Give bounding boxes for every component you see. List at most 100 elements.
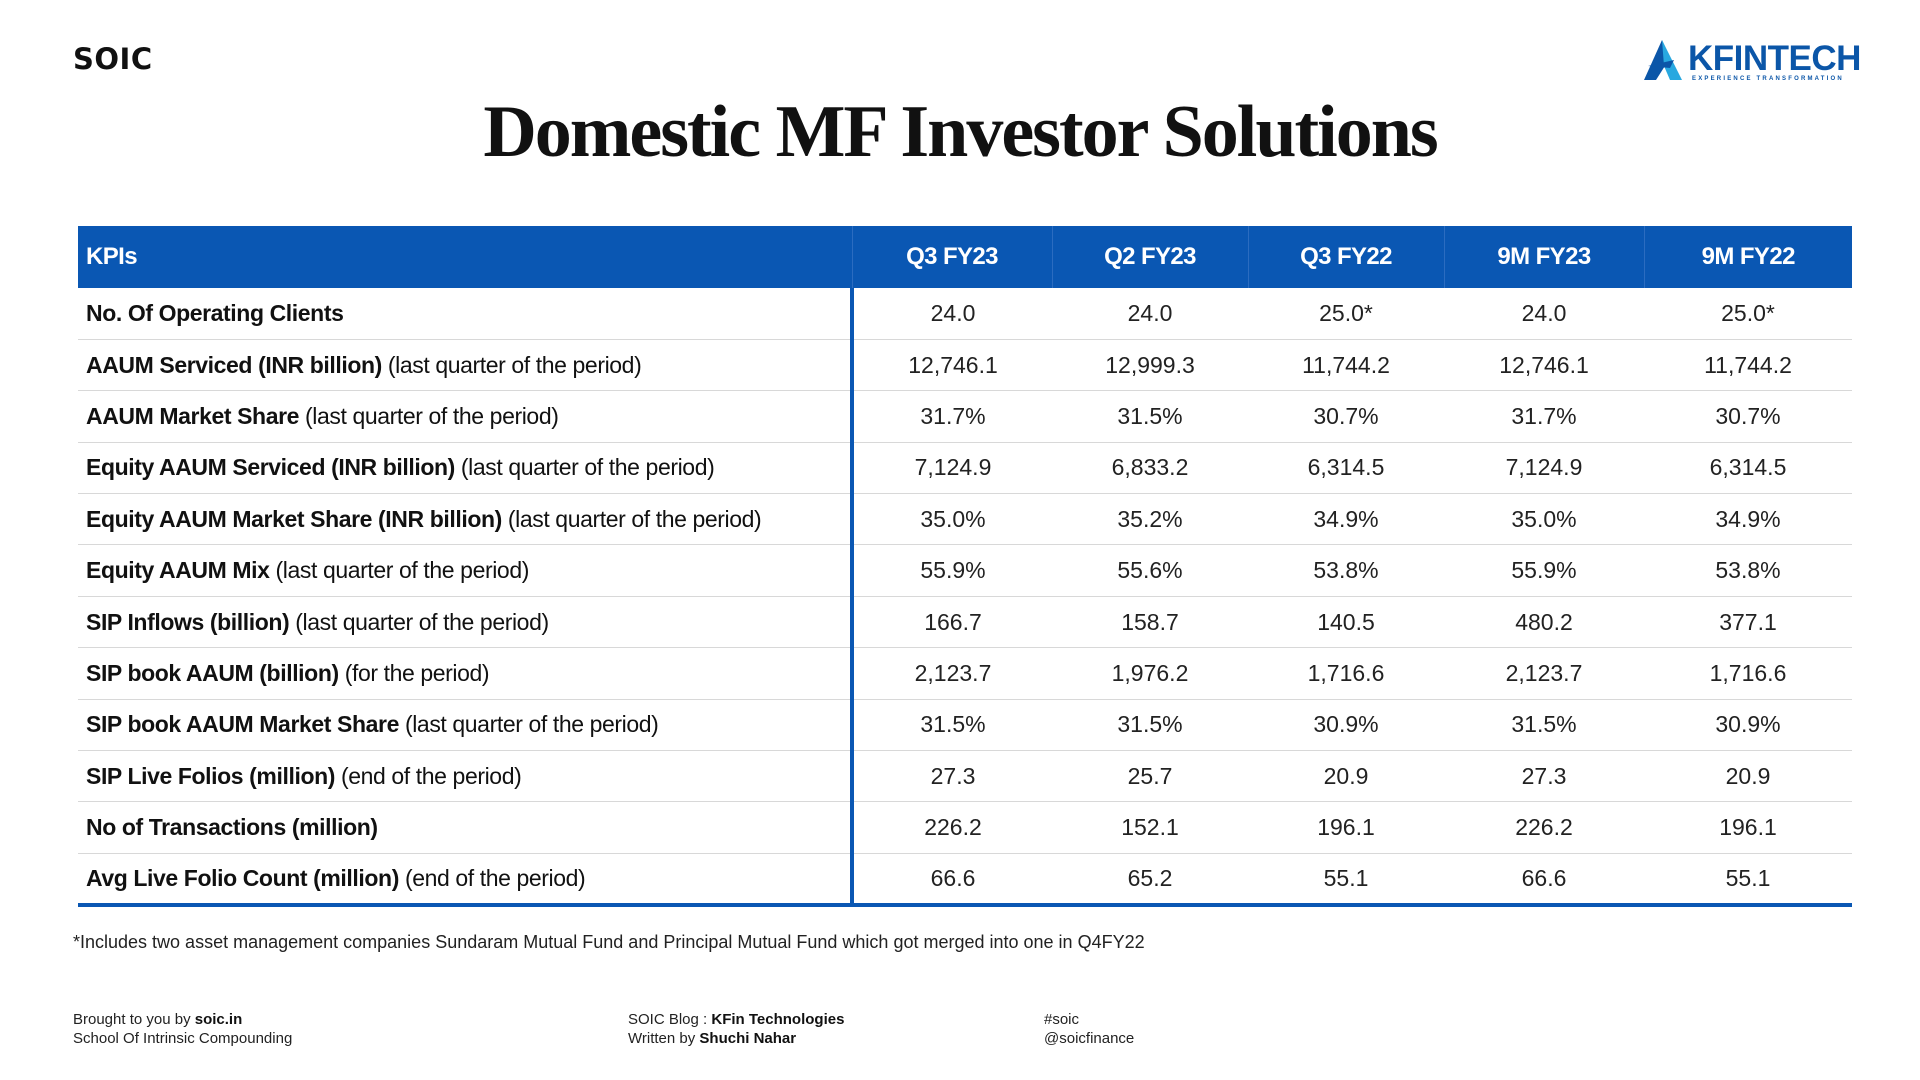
kfintech-logo: KFINTECH EXPERIENCE TRANSFORMATION (1640, 36, 1861, 86)
table-row: SIP Live Folios (million) (end of the pe… (78, 750, 1852, 803)
table-cell: 12,999.3 (1052, 339, 1248, 392)
kfintech-logo-mark-icon (1644, 40, 1682, 80)
table-cell: 27.3 (1444, 750, 1644, 803)
table-cell: 31.5% (852, 699, 1052, 752)
table-cell: 53.8% (1644, 544, 1852, 597)
footer-site-link[interactable]: soic.in (194, 1011, 243, 1028)
table-cell: 34.9% (1644, 493, 1852, 546)
table-cell: 1,716.6 (1248, 647, 1444, 700)
table-cell: 31.7% (1444, 390, 1644, 443)
table-row: Avg Live Folio Count (million) (end of t… (78, 853, 1852, 907)
table-row: Equity AAUM Mix (last quarter of the per… (78, 544, 1852, 597)
table-row: AAUM Serviced (INR billion) (last quarte… (78, 339, 1852, 392)
table-row: AAUM Market Share (last quarter of the p… (78, 390, 1852, 443)
table-cell: 35.2% (1052, 493, 1248, 546)
footer-handle: @soicfinance (1044, 1030, 1135, 1047)
table-cell: 11,744.2 (1644, 339, 1852, 392)
table-cell: 2,123.7 (852, 647, 1052, 700)
kpi-label-cell: Avg Live Folio Count (million) (end of t… (78, 853, 854, 907)
footer-blog-prefix: SOIC Blog : (628, 1011, 712, 1028)
column-header-q3-fy22: Q3 FY22 (1248, 226, 1445, 288)
footer-author-prefix: Written by (628, 1030, 700, 1047)
logo-wordmark: KFINTECH (1688, 39, 1861, 78)
table-row: SIP book AAUM Market Share (last quarter… (78, 699, 1852, 752)
kpi-label: Avg Live Folio Count (million) (86, 864, 399, 891)
kpi-label: Equity AAUM Market Share (INR billion) (86, 505, 502, 532)
table-cell: 166.7 (852, 596, 1052, 649)
table-row: No. Of Operating Clients 24.0 24.0 25.0*… (78, 288, 1852, 340)
kpi-label-cell: No. Of Operating Clients (78, 288, 854, 340)
kpi-table: KPIs Q3 FY23 Q2 FY23 Q3 FY22 9M FY23 9M … (78, 226, 1852, 907)
kpi-note: (last quarter of the period) (269, 557, 530, 584)
table-cell: 12,746.1 (852, 339, 1052, 392)
kpi-note: (last quarter of the period) (454, 454, 715, 481)
kpi-note: (last quarter of the period) (398, 711, 659, 738)
table-cell: 25.0* (1644, 288, 1852, 340)
column-header-q3-fy23: Q3 FY23 (852, 226, 1053, 288)
table-cell: 24.0 (852, 288, 1052, 340)
table-cell: 55.9% (1444, 544, 1644, 597)
table-cell: 30.9% (1644, 699, 1852, 752)
table-cell: 55.1 (1644, 853, 1852, 907)
kpi-label-cell: SIP Live Folios (million) (end of the pe… (78, 750, 854, 803)
footer-author-line: Written by Shuchi Nahar (628, 1029, 844, 1048)
table-cell: 12,746.1 (1444, 339, 1644, 392)
kpi-label: Equity AAUM Serviced (INR billion) (86, 454, 455, 481)
table-cell: 53.8% (1248, 544, 1444, 597)
table-cell: 6,314.5 (1248, 442, 1444, 495)
table-body: No. Of Operating Clients 24.0 24.0 25.0*… (78, 288, 1852, 907)
footer-social: #soic @soicfinance (1044, 1010, 1134, 1048)
table-cell: 7,124.9 (852, 442, 1052, 495)
table-cell: 6,833.2 (1052, 442, 1248, 495)
table-cell: 34.9% (1248, 493, 1444, 546)
table-row: Equity AAUM Market Share (INR billion) (… (78, 493, 1852, 546)
kpi-note: (for the period) (338, 659, 490, 686)
table-cell: 158.7 (1052, 596, 1248, 649)
table-cell: 31.5% (1052, 699, 1248, 752)
table-cell: 2,123.7 (1444, 647, 1644, 700)
table-row: No of Transactions (million) 226.2 152.1… (78, 801, 1852, 854)
table-cell: 31.7% (852, 390, 1052, 443)
table-cell: 30.9% (1248, 699, 1444, 752)
table-cell: 11,744.2 (1248, 339, 1444, 392)
footer-author-name: Shuchi Nahar (699, 1030, 797, 1047)
table-cell: 1,716.6 (1644, 647, 1852, 700)
footer-credit: Brought to you by soic.in School Of Intr… (73, 1010, 292, 1048)
column-header-9m-fy23: 9M FY23 (1444, 226, 1645, 288)
footer-credit-line-1: Brought to you by soic.in (73, 1010, 292, 1029)
table-cell: 27.3 (852, 750, 1052, 803)
table-cell: 31.5% (1444, 699, 1644, 752)
kpi-label: AAUM Market Share (86, 402, 300, 429)
kpi-label: No of Transactions (million) (86, 814, 378, 841)
kpi-label-cell: Equity AAUM Market Share (INR billion) (… (78, 493, 854, 546)
kpi-label-cell: Equity AAUM Serviced (INR billion) (last… (78, 442, 854, 495)
table-cell: 66.6 (852, 853, 1052, 907)
footer-blog-info: SOIC Blog : KFin Technologies Written by… (628, 1010, 844, 1048)
table-cell: 480.2 (1444, 596, 1644, 649)
kpi-label-cell: AAUM Serviced (INR billion) (last quarte… (78, 339, 854, 392)
column-header-q2-fy23: Q2 FY23 (1052, 226, 1249, 288)
table-cell: 55.1 (1248, 853, 1444, 907)
table-cell: 55.9% (852, 544, 1052, 597)
brand-name: SOIC (73, 42, 153, 76)
table-cell: 30.7% (1248, 390, 1444, 443)
kpi-label: AAUM Serviced (INR billion) (86, 351, 382, 378)
kpi-note: (last quarter of the period) (381, 351, 642, 378)
table-cell: 226.2 (1444, 801, 1644, 854)
table-cell: 25.0* (1248, 288, 1444, 340)
kpi-label: Equity AAUM Mix (86, 557, 270, 584)
logo-tagline: EXPERIENCE TRANSFORMATION (1692, 76, 1844, 82)
kpi-note: (end of the period) (335, 762, 522, 789)
kpi-label-cell: SIP Inflows (billion) (last quarter of t… (78, 596, 854, 649)
kpi-note: (end of the period) (398, 864, 586, 891)
table-cell: 25.7 (1052, 750, 1248, 803)
table-cell: 196.1 (1248, 801, 1444, 854)
table-cell: 7,124.9 (1444, 442, 1644, 495)
table-cell: 66.6 (1444, 853, 1644, 907)
table-cell: 55.6% (1052, 544, 1248, 597)
footer-blog-company: KFin Technologies (711, 1011, 845, 1028)
table-cell: 35.0% (852, 493, 1052, 546)
table-row: Equity AAUM Serviced (INR billion) (last… (78, 442, 1852, 495)
kpi-label: No. Of Operating Clients (86, 299, 344, 326)
column-header-9m-fy22: 9M FY22 (1701, 243, 1796, 270)
